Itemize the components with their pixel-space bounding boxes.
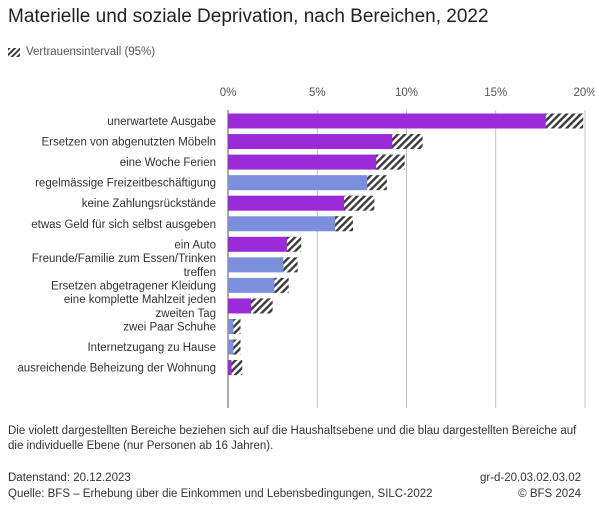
x-tick-label: 20% (573, 87, 595, 99)
bar (228, 113, 555, 129)
bar (228, 195, 357, 211)
category-label: unerwartete Ausgabe (107, 116, 216, 128)
x-axis-ticks: 0% 5% 10% 15% 20% (220, 87, 595, 99)
bar (228, 257, 291, 273)
hatch-legend-icon (8, 47, 20, 57)
category-label: Ersetzen von abgenutzten Möbeln (41, 137, 216, 149)
category-label: eine komplette Mahlzeit jeden (64, 294, 216, 306)
confidence-interval (231, 360, 243, 376)
category-label: zweiten Tag (155, 308, 216, 320)
footer-copyright: © BFS 2024 (518, 488, 581, 500)
x-tick-label: 10% (395, 87, 418, 99)
bar (228, 154, 387, 170)
confidence-interval (344, 195, 375, 211)
category-label: regelmässige Freizeitbeschäftigung (35, 178, 216, 190)
confidence-interval (335, 216, 353, 232)
category-label: ein Auto (174, 239, 216, 251)
bar (228, 236, 295, 252)
x-tick-label: 0% (220, 87, 237, 99)
legend-label: Vertrauensintervall (95%) (26, 46, 156, 58)
category-label: etwas Geld für sich selbst ausgeben (31, 219, 216, 231)
confidence-interval (376, 154, 405, 170)
confidence-interval (545, 113, 584, 129)
footer-code: gr-d-20.03.02.03.02 (479, 472, 581, 484)
category-label: Ersetzen abgetragener Kleidung (51, 280, 216, 292)
confidence-interval (283, 257, 298, 273)
bar (228, 277, 282, 293)
bar (228, 319, 237, 334)
bar (228, 216, 343, 232)
footnote: Die violett dargestellten Bereiche bezie… (8, 425, 577, 452)
x-tick-label: 15% (484, 87, 507, 99)
confidence-interval (367, 175, 387, 191)
category-label: Internetzugang zu Hause (87, 342, 216, 354)
category-labels: unerwartete Ausgabe Ersetzen von abgenutz… (17, 116, 216, 375)
confidence-interval (286, 236, 302, 252)
footer-source: Quelle: BFS – Erhebung über die Einkomme… (8, 488, 433, 500)
legend: Vertrauensintervall (95%) (8, 46, 155, 58)
category-label: Freunde/Familie zum Essen/Trinken (32, 253, 216, 265)
confidence-interval (392, 134, 423, 150)
category-label: ausreichende Beheizung der Wohnung (17, 363, 216, 375)
confidence-interval (233, 339, 241, 355)
chart-title: Materielle und soziale Deprivation, nach… (8, 6, 489, 27)
category-label: zwei Paar Schuhe (123, 322, 216, 334)
bar (228, 134, 405, 150)
category-label: eine Woche Ferien (120, 157, 216, 169)
footer-date: Datenstand: 20.12.2023 (8, 472, 131, 484)
category-label: treffen (184, 267, 216, 279)
confidence-interval (251, 298, 273, 314)
x-tick-label: 5% (309, 87, 326, 99)
bar (228, 175, 377, 191)
bar (228, 339, 237, 355)
confidence-interval (274, 277, 289, 293)
bar-chart: 0% 5% 10% 15% 20% unerwartete Ausgabe Ersetze… (17, 87, 595, 408)
bars (228, 113, 584, 376)
category-label: keine Zahlungsrückstände (82, 198, 216, 210)
confidence-interval (233, 319, 241, 334)
